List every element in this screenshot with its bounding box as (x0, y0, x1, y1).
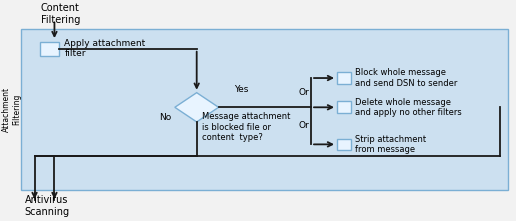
Text: Or: Or (298, 121, 309, 130)
Polygon shape (175, 93, 219, 122)
Bar (337, 139, 351, 150)
Text: Or: Or (298, 88, 309, 97)
Text: Content
Filtering: Content Filtering (41, 3, 80, 25)
Text: Apply attachment
filter: Apply attachment filter (64, 39, 146, 59)
Text: Delete whole message
and apply no other filters: Delete whole message and apply no other … (355, 98, 462, 117)
Bar (21, 29, 508, 190)
Bar (337, 101, 351, 113)
Bar (337, 72, 351, 84)
Text: Strip attachment
from message: Strip attachment from message (355, 135, 426, 154)
Text: Yes: Yes (234, 85, 249, 94)
Text: No: No (159, 112, 172, 122)
Text: Message attachment
is blocked file or
content  type?: Message attachment is blocked file or co… (202, 112, 290, 142)
Bar (40, 42, 59, 56)
Text: Antivirus
Scanning: Antivirus Scanning (25, 195, 70, 217)
Text: Block whole message
and send DSN to sender: Block whole message and send DSN to send… (355, 68, 457, 88)
Text: Attachment
Filtering: Attachment Filtering (2, 87, 21, 132)
